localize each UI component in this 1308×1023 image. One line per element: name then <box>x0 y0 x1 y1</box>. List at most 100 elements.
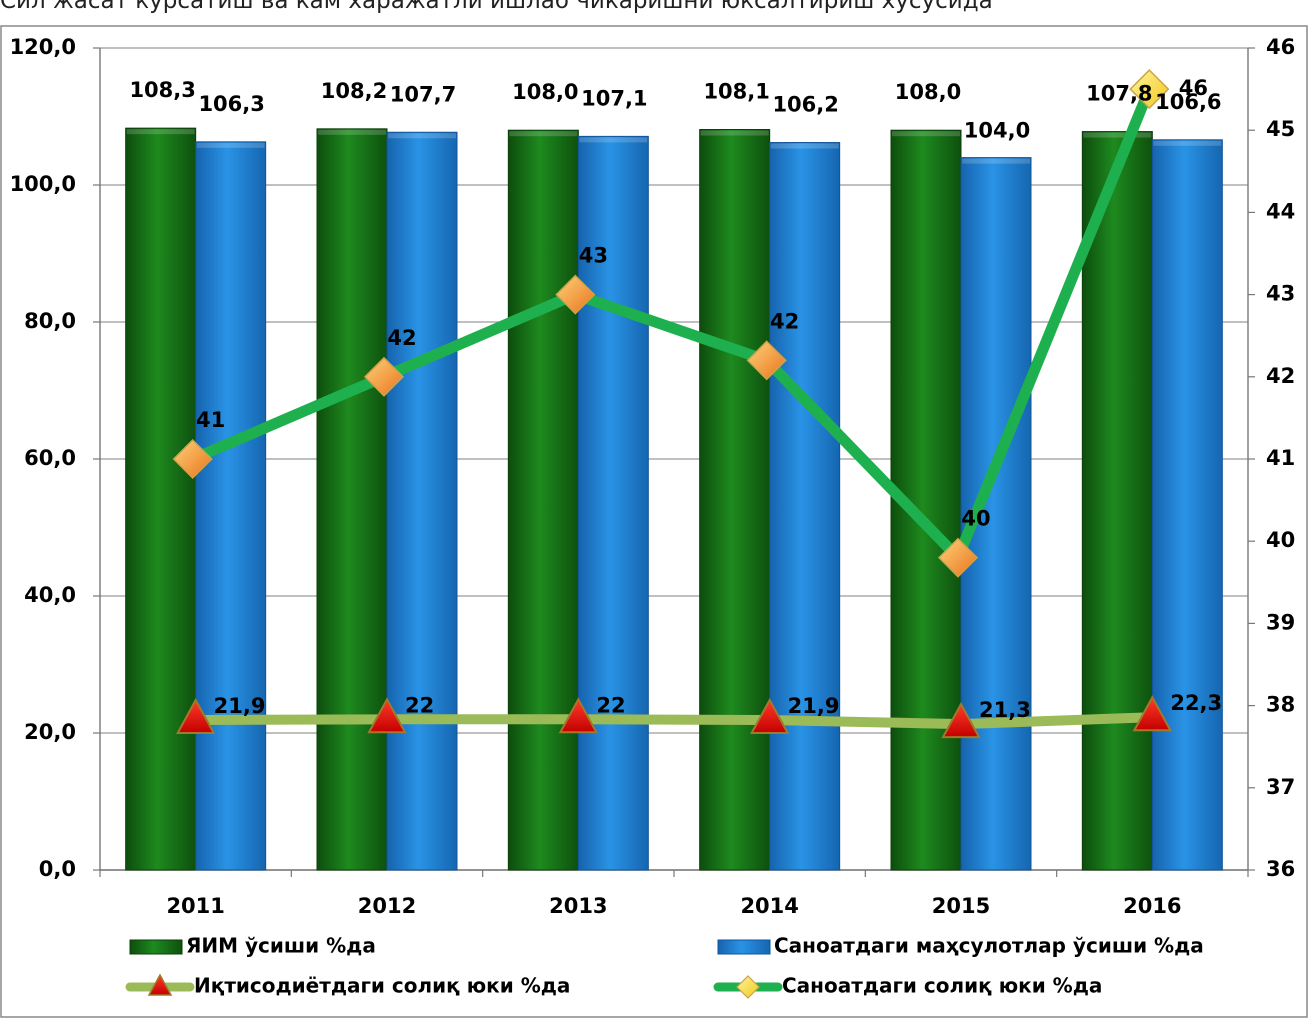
line-economy-tax-burden <box>190 712 1158 730</box>
bar-industry-output-growth <box>769 142 841 871</box>
right-tick-label: 40 <box>1266 528 1295 552</box>
triangle-marker <box>367 697 407 734</box>
bar-bevel <box>388 133 456 139</box>
industry-tax-label: 42 <box>770 309 799 333</box>
tax-burden-label: 22 <box>596 693 625 717</box>
tax-burden-label: 22 <box>405 693 434 717</box>
lines <box>172 69 1173 739</box>
tax-burden-label: 21,9 <box>214 694 266 718</box>
tax-burden-label: 21,3 <box>979 698 1031 722</box>
x-tick-label: 2014 <box>740 894 798 918</box>
top-caption: Сил жасат курсатиш ва кам харажатли ишла… <box>0 0 993 14</box>
bar-value-label: 107,7 <box>390 82 456 106</box>
right-tick-label: 37 <box>1266 775 1295 799</box>
bar-industry-output-growth <box>577 135 649 871</box>
bar-value-label: 106,3 <box>198 92 264 116</box>
triangle-marker <box>558 697 599 734</box>
bar-gdp-growth <box>316 128 388 871</box>
legend-label: Саноатдаги маҳсулотлар ўсиши %да <box>774 934 1204 958</box>
legend-label: ЯИМ ўсиши %да <box>186 934 376 958</box>
bar-bevel <box>1153 140 1222 146</box>
bar-bevel <box>770 143 839 149</box>
diamond-marker <box>363 356 405 397</box>
bar-value-label: 107,8 <box>1086 82 1152 106</box>
bar-gdp-growth <box>1081 131 1153 871</box>
right-tick-label: 42 <box>1266 364 1295 388</box>
legend-diamond-marker <box>736 975 760 999</box>
bar-industry-output-growth <box>1151 139 1223 871</box>
bar-bevel <box>892 131 960 137</box>
legend-triangle-marker <box>147 973 173 996</box>
right-tick-label: 36 <box>1266 857 1295 881</box>
right-tick-label: 44 <box>1266 199 1295 223</box>
x-tick-label: 2015 <box>932 894 990 918</box>
diamond-marker <box>555 274 596 315</box>
tax-burden-label: 21,9 <box>788 694 840 718</box>
bar-gdp-growth <box>699 129 771 871</box>
bar-value-label: 108,0 <box>512 80 578 104</box>
x-tick-label: 2016 <box>1123 894 1181 918</box>
triangle-marker <box>1132 695 1173 732</box>
gridlines <box>100 47 1248 871</box>
diamond-marker <box>172 438 213 480</box>
bar-value-label: 104,0 <box>964 119 1030 143</box>
bar-industry-output-growth <box>386 131 458 871</box>
right-tick-label: 43 <box>1266 282 1295 306</box>
triangle-marker <box>941 702 981 739</box>
bar-bevel <box>196 142 265 148</box>
left-tick-label: 0,0 <box>39 857 76 881</box>
axes: 0,0 20,0 40,0 60,0 80,0 100,0 120,0 36 37 38 39 40 4… <box>10 35 1296 918</box>
bar-bevel <box>962 158 1030 164</box>
right-tick-label: 38 <box>1266 693 1295 717</box>
bar-bevel <box>579 137 648 143</box>
bar-bevel <box>318 129 386 135</box>
bar-bevel <box>700 130 769 136</box>
data-labels: 108,3 108,2 108,0 108,1 108,0 107,8 106,3 107,7… <box>129 76 1222 722</box>
legend-label: Иқтисодиётдаги солиқ юки %да <box>194 974 570 998</box>
right-tick-label: 41 <box>1266 446 1295 470</box>
bar-bevel <box>509 131 578 137</box>
tax-burden-label: 22,3 <box>1170 691 1222 715</box>
legend-swatch-bar <box>129 939 183 955</box>
left-tick-label: 80,0 <box>24 309 76 333</box>
industry-tax-label: 41 <box>196 408 225 432</box>
diamond-marker <box>746 340 787 381</box>
left-tick-label: 60,0 <box>24 446 76 470</box>
x-tick-label: 2013 <box>549 894 607 918</box>
left-tick-label: 120,0 <box>10 35 76 59</box>
bar-value-label: 108,1 <box>703 80 769 104</box>
left-tick-label: 40,0 <box>24 583 76 607</box>
bar-gdp-growth <box>125 127 197 871</box>
bar-value-label: 108,2 <box>321 79 387 103</box>
legend: ЯИМ ўсиши %да Саноатдаги маҳсулотлар ўсиш… <box>125 934 1204 999</box>
left-tick-label: 20,0 <box>24 720 76 744</box>
right-tick-label: 39 <box>1266 610 1295 634</box>
industry-tax-label: 40 <box>961 507 990 531</box>
triangle-marker <box>749 697 790 734</box>
right-tick-label: 46 <box>1266 35 1295 59</box>
triangle-marker <box>175 697 216 734</box>
bar-gdp-growth <box>507 129 579 871</box>
bar-value-label: 106,6 <box>1155 90 1221 114</box>
bar-value-label: 108,0 <box>895 80 961 104</box>
diamond-marker <box>1129 69 1170 110</box>
bar-value-label: 107,1 <box>581 86 647 110</box>
x-tick-label: 2011 <box>166 894 224 918</box>
bar-industry-output-growth <box>195 141 267 871</box>
industry-tax-label: 43 <box>579 244 608 268</box>
bar-value-label: 108,3 <box>129 78 195 102</box>
industry-tax-label: 42 <box>387 326 416 350</box>
legend-label: Саноатдаги солиқ юки %да <box>782 974 1102 998</box>
line-industry-tax-burden <box>187 83 1155 564</box>
right-tick-label: 45 <box>1266 117 1295 141</box>
diamond-marker <box>937 537 979 578</box>
bar-bevel <box>126 129 195 135</box>
industry-tax-label: 46 <box>1179 76 1208 100</box>
legend-swatch-bar <box>717 939 771 955</box>
x-tick-label: 2012 <box>358 894 416 918</box>
chart-border <box>0 25 1308 1018</box>
left-tick-label: 100,0 <box>10 172 76 196</box>
bar-value-label: 106,2 <box>772 93 838 117</box>
